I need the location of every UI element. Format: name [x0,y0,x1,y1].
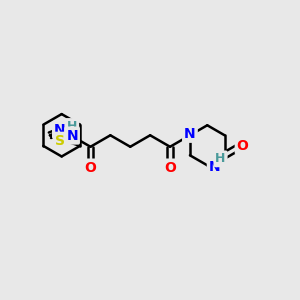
Text: H: H [67,120,77,133]
Text: O: O [237,139,249,153]
Text: N: N [54,123,66,137]
Text: N: N [209,160,220,174]
Text: H: H [215,152,226,165]
Text: N: N [184,127,196,141]
Text: O: O [85,160,96,175]
Text: O: O [164,160,176,175]
Text: N: N [66,129,78,142]
Text: S: S [55,134,65,148]
